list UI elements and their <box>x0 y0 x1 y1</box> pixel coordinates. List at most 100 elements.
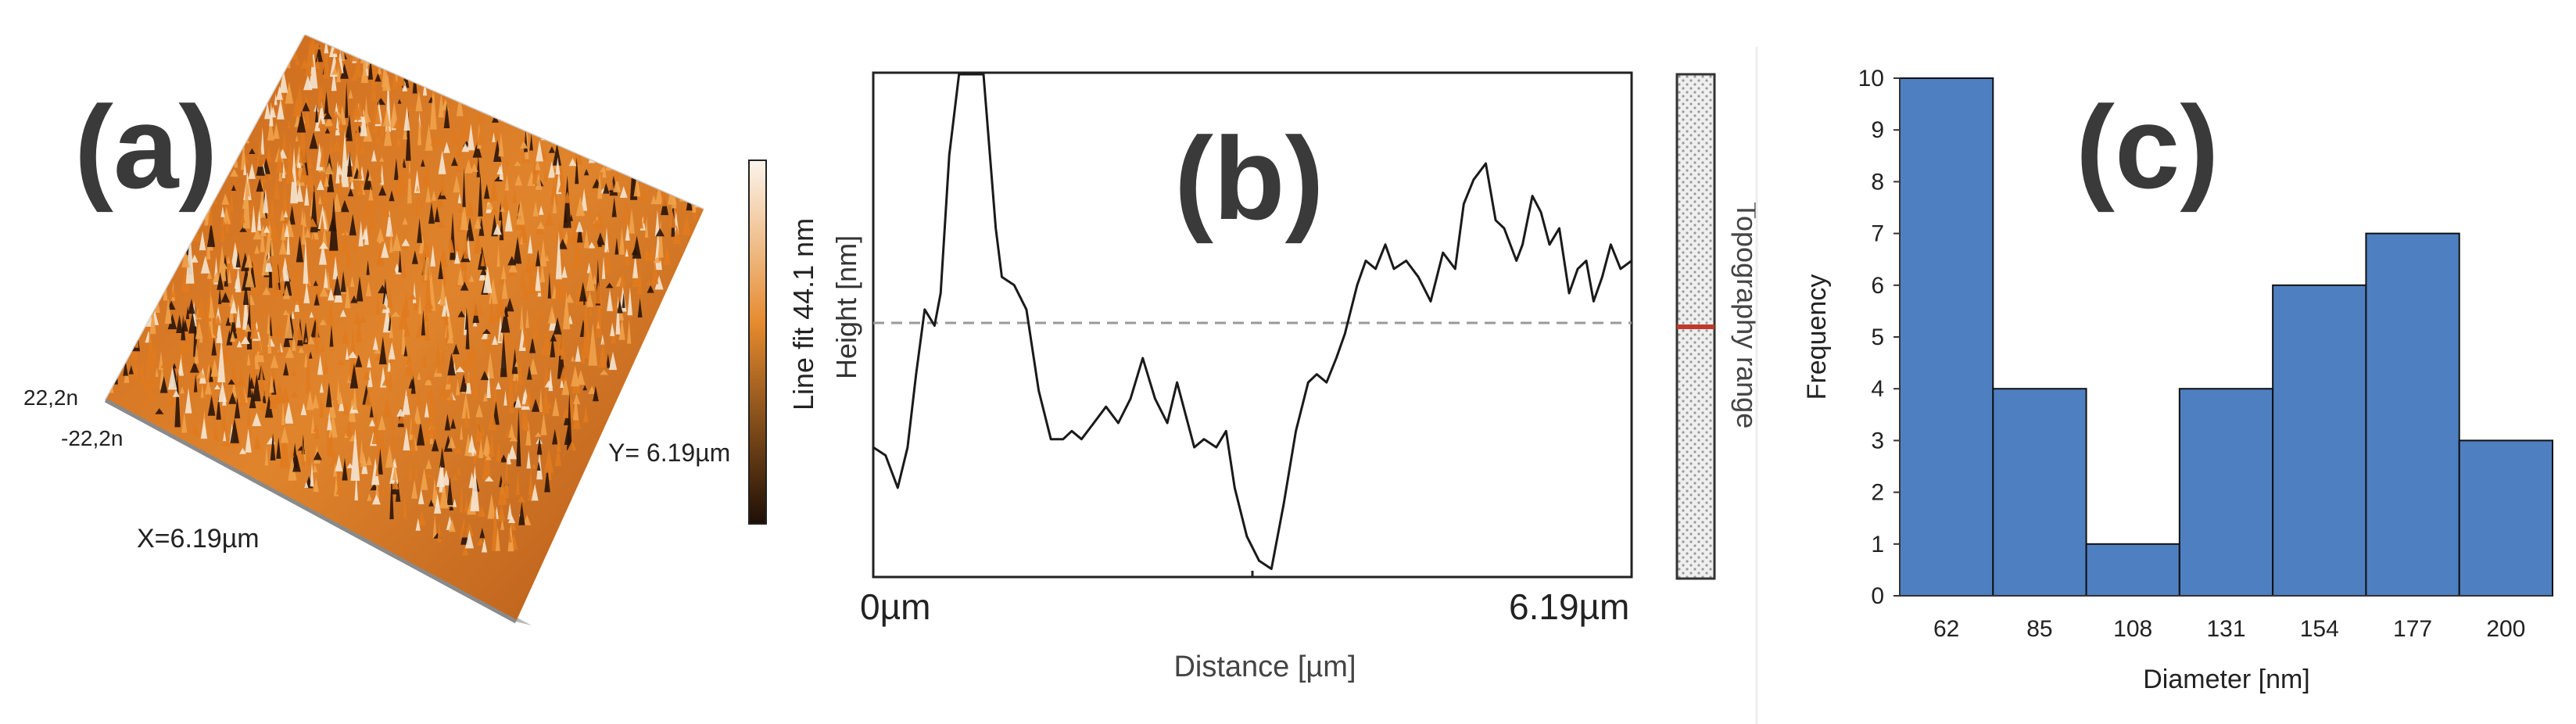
surface-peak <box>569 213 573 221</box>
surface-peak <box>260 177 268 183</box>
surface-peak <box>430 134 440 146</box>
surface-peak <box>433 407 438 413</box>
surface-peak <box>333 53 342 73</box>
surface-peak <box>581 342 585 364</box>
surface-peak <box>489 432 495 457</box>
surface-peak <box>378 185 387 196</box>
surface-peak <box>377 62 382 75</box>
surface-peak <box>382 376 391 386</box>
histogram-y-tick-label: 0 <box>1871 583 1884 609</box>
surface-peak <box>363 201 371 218</box>
surface-peak <box>471 299 478 316</box>
surface-peak <box>425 472 434 478</box>
surface-peak <box>309 351 313 359</box>
surface-peak <box>146 317 155 370</box>
surface-peak <box>245 428 252 453</box>
surface-peak <box>333 461 338 477</box>
surface-peak <box>494 176 503 181</box>
surface-peak <box>389 417 396 431</box>
surface-peak <box>535 432 542 437</box>
surface-peak <box>536 306 543 318</box>
surface-peak <box>514 174 523 186</box>
surface-peak <box>608 351 618 371</box>
surface-peak <box>426 386 435 400</box>
surface-peak <box>408 457 413 481</box>
surface-peak <box>314 103 319 123</box>
surface-peak <box>539 263 546 283</box>
surface-peak <box>220 221 225 242</box>
surface-peak <box>207 394 217 400</box>
surface-peak <box>174 370 181 428</box>
surface-peak <box>319 397 324 418</box>
surface-peak <box>528 468 534 496</box>
surface-peak <box>323 111 332 120</box>
surface-peak <box>392 268 396 274</box>
surface-peak <box>301 220 306 245</box>
surface-peak <box>294 283 303 305</box>
surface-peak <box>498 132 504 157</box>
surface-peak <box>567 225 571 245</box>
surface-peak <box>265 219 274 256</box>
surface-peak <box>246 352 251 366</box>
surface-peak <box>465 529 474 549</box>
surface-peak <box>530 256 539 272</box>
surface-peak <box>235 324 245 334</box>
surface-peak <box>304 337 308 342</box>
surface-peak <box>417 510 427 526</box>
surface-peak <box>582 385 587 391</box>
surface-peak <box>417 489 425 504</box>
surface-peak <box>460 124 467 136</box>
surface-peak <box>501 277 508 299</box>
surface-peak <box>387 354 391 372</box>
surface-peak <box>284 310 293 339</box>
surface-peak <box>591 218 600 229</box>
surface-peak <box>552 396 560 417</box>
surface-peak <box>575 157 579 185</box>
surface-peak <box>235 266 242 292</box>
surface-peak <box>367 57 373 80</box>
surface-peak <box>272 274 281 297</box>
surface-peak <box>604 227 609 253</box>
surface-peak <box>220 220 227 227</box>
surface-peak <box>403 426 410 451</box>
surface-peak <box>457 467 461 475</box>
surface-peak <box>431 190 437 201</box>
surface-peak <box>444 309 449 326</box>
surface-peak <box>487 493 496 519</box>
surface-peak <box>405 110 411 161</box>
surface-peak <box>275 146 284 173</box>
surface-peak <box>372 98 381 124</box>
surface-peak <box>401 238 410 246</box>
surface-peak <box>291 369 296 376</box>
surface-peak <box>525 308 529 328</box>
surface-peak <box>483 184 490 199</box>
surface-peak <box>438 91 445 118</box>
surface-peak <box>597 320 600 329</box>
surface-peak <box>378 159 382 183</box>
surface-peak <box>290 391 299 397</box>
surface-peak <box>367 369 373 388</box>
surface-peak <box>408 293 417 300</box>
surface-peak <box>109 374 114 393</box>
surface-peak <box>457 206 464 213</box>
surface-peak <box>167 391 176 406</box>
surface-peak <box>222 427 230 447</box>
surface-peak <box>562 291 571 330</box>
surface-peak <box>292 454 301 472</box>
surface-peak <box>636 267 643 295</box>
surface-peak <box>464 497 470 513</box>
surface-peak <box>350 295 358 303</box>
surface-peak <box>128 365 134 375</box>
histogram-y-ticks: 0 1 2 3 4 5 6 7 8 9 10 <box>1858 66 1900 609</box>
surface-peak <box>330 448 339 468</box>
surface-peak <box>692 190 697 213</box>
surface-peak <box>371 149 377 162</box>
surface-peak <box>371 418 381 444</box>
histogram-bar <box>2178 388 2274 597</box>
surface-peak <box>475 422 480 437</box>
surface-peak <box>402 389 410 415</box>
surface-peak <box>230 188 234 213</box>
surface-peak <box>499 162 504 180</box>
surface-peak <box>418 293 422 314</box>
surface-peak <box>522 514 532 525</box>
